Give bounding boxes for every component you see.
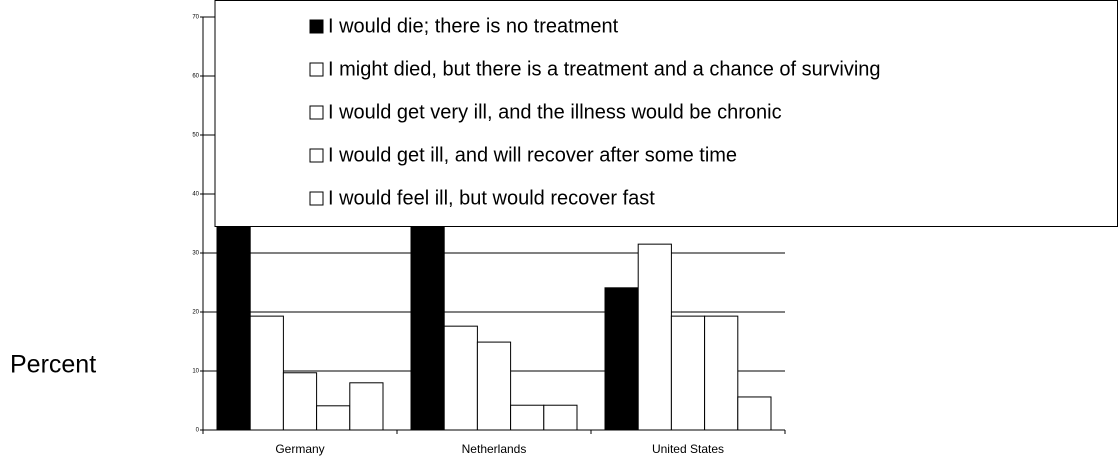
y-axis-label: Percent [10, 351, 96, 379]
bar [282, 372, 318, 431]
bar [443, 325, 478, 431]
legend-swatch [309, 191, 324, 206]
legend-label: I would feel ill, but would recover fast [328, 187, 655, 209]
y-tick-label: 20 [192, 310, 199, 316]
y-tick-label: 0 [196, 428, 200, 434]
legend-box [214, 0, 1118, 227]
bar [316, 405, 351, 431]
x-tick-label: Netherlands [462, 442, 527, 456]
legend-label: I might died, but there is a treatment a… [328, 58, 881, 80]
bar [737, 396, 772, 431]
bar [249, 315, 284, 431]
y-tick-label: 40 [192, 192, 199, 198]
legend-swatch [309, 19, 324, 34]
bar [510, 404, 545, 431]
legend-swatch [309, 148, 324, 163]
x-tick-label: United States [652, 442, 724, 456]
bar [637, 243, 672, 431]
bar [604, 287, 639, 431]
y-tick-label: 70 [192, 15, 199, 21]
legend-swatch [309, 105, 324, 120]
legend-label: I would die; there is no treatment [328, 15, 619, 37]
bar [670, 315, 706, 431]
legend-swatch [309, 62, 324, 77]
bar [349, 382, 384, 431]
y-tick-label: 10 [192, 369, 199, 375]
bar [543, 404, 578, 431]
y-tick-label: 50 [192, 133, 199, 139]
y-tick-label: 30 [192, 251, 199, 257]
bar [704, 315, 739, 431]
legend-label: I would get very ill, and the illness wo… [328, 101, 782, 123]
x-tick-label: Germany [275, 442, 324, 456]
legend-label: I would get ill, and will recover after … [328, 144, 737, 166]
y-tick-label: 60 [192, 74, 199, 80]
bar [476, 341, 512, 431]
